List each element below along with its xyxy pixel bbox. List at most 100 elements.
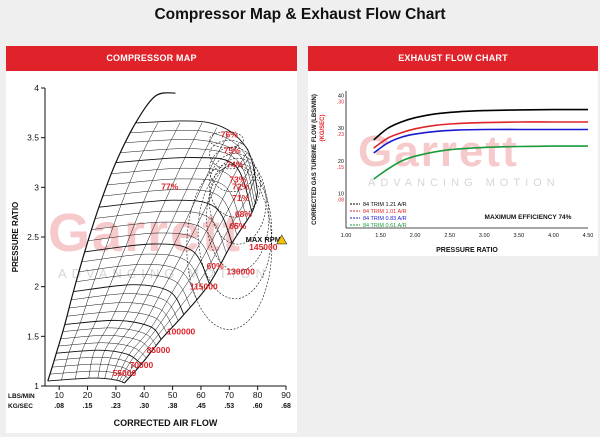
speed-line [135,120,259,193]
speed-lines [47,120,259,384]
flow-line [121,178,255,383]
speed-line [47,377,125,384]
speed-line [78,264,197,300]
efficiency-island [209,146,256,193]
efficiency-label: 68% [235,209,252,219]
x-tick-label: .68 [281,403,291,410]
y-tick-label-kg: .08 [337,197,344,203]
y-tick-label-kg: .23 [337,132,344,138]
y-axis-label-kg: (KG/SEC) [320,114,326,141]
speed-line [98,199,233,244]
flow-line [116,151,248,381]
flow-line [61,122,159,381]
exhaust-flow-panel: EXHAUST FLOW CHART Garrett ADVANCING MOTI… [308,46,598,256]
speed-label: 145000 [249,242,278,252]
legend-label: 84 TRIM 1.21 A/R [363,202,407,208]
x-tick-label: 4.50 [583,233,594,239]
efficiency-island [186,163,273,330]
speed-line [71,293,179,321]
series-line [373,121,588,149]
speed-line [91,221,222,264]
x-tick-label: 4.00 [548,233,559,239]
speed-line [56,349,142,365]
speed-line [52,363,134,374]
speed-line [60,335,152,352]
series-line [373,128,588,154]
x-tick-label: .08 [54,403,64,410]
x-tick-label: 80 [253,390,263,400]
x-tick-label: 50 [168,390,178,400]
speed-line [88,232,216,274]
y-tick-label: 10 [338,191,344,197]
x-tick-label: 90 [281,390,291,400]
y-tick-label: 2.5 [27,232,39,242]
flow-line [88,122,203,379]
x-tick-label: .45 [196,403,206,410]
x-tick-label: 40 [140,390,150,400]
speed-label: 130000 [226,267,255,277]
x-tick-label: .15 [83,403,93,410]
y-tick-label-kg: .30 [337,100,344,106]
speed-line [103,189,238,236]
surge-line [47,92,176,382]
x-tick-label: .53 [224,403,234,410]
x-tick-label: .60 [253,403,263,410]
y-axis-label: CORRECTED GAS TURBINE FLOW (LBS/MIN) [312,94,318,225]
speed-line [69,302,173,328]
y-tick-label: 30 [338,126,344,132]
speed-label: 85000 [147,345,171,355]
watermark-tagline: ADVANCING MOTION [368,177,560,189]
x-tick-label: 70 [225,390,235,400]
max-rpm-label: MAX RPM [246,235,281,244]
y-tick-label: 1 [34,381,39,391]
efficiency-island [209,131,244,148]
y-tick-label: 20 [338,159,344,165]
efficiency-label: 72% [232,181,249,191]
x-tick-label: 20 [83,390,93,400]
x-tick-label: .38 [168,403,178,410]
speed-label: 115000 [190,282,218,292]
series-line [373,145,588,180]
speed-line [81,253,204,292]
flow-line [97,127,218,379]
efficiency-label: 76% [221,130,238,140]
flow-line [111,142,240,380]
x-tick-label: .30 [139,403,149,410]
exhaust-flow-header: EXHAUST FLOW CHART [308,46,598,71]
speed-label: 100000 [167,326,196,336]
speed-label: 70000 [130,360,154,370]
x-tick-label: 10 [54,390,64,400]
speed-line [95,210,227,254]
speed-line [125,139,256,203]
compressor-map-panel: COMPRESSOR MAP Garrett ADVANCING MOTION 1 1… [6,46,297,433]
x-tick-label: 1.00 [341,233,352,239]
efficiency-label: 60% [207,261,224,271]
x-tick-label: 30 [111,390,121,400]
compressor-map-header: COMPRESSOR MAP [6,46,297,71]
efficiency-label: 75% [224,146,241,156]
y-tick-label: 40 [338,94,344,100]
warning-icon [276,234,288,245]
y-axis-label: PRESSURE RATIO [11,202,20,273]
series-line [373,108,589,141]
x-axis-label: PRESSURE RATIO [436,247,498,254]
speed-line [130,130,257,198]
speed-line [76,274,191,307]
efficiency-label: 77% [161,181,178,191]
efficiency-island [209,153,261,218]
page-title: Compressor Map & Exhaust Flow Chart [154,6,446,23]
efficiency-island [197,164,273,300]
x-tick-label: 2.00 [410,233,421,239]
legend-label: 84 TRIM 0.61 A/R [363,223,407,229]
y-tick-label: 3.5 [27,133,39,143]
speed-label: 55000 [113,368,137,378]
x-unit-label: LBS/MIN [8,393,35,400]
y-tick-label: 3 [34,182,39,192]
speed-line [107,178,243,228]
speed-line [66,311,168,334]
speed-line [120,148,254,208]
x-tick-label: 3.00 [479,233,490,239]
x-tick-label: 3.50 [513,233,524,239]
